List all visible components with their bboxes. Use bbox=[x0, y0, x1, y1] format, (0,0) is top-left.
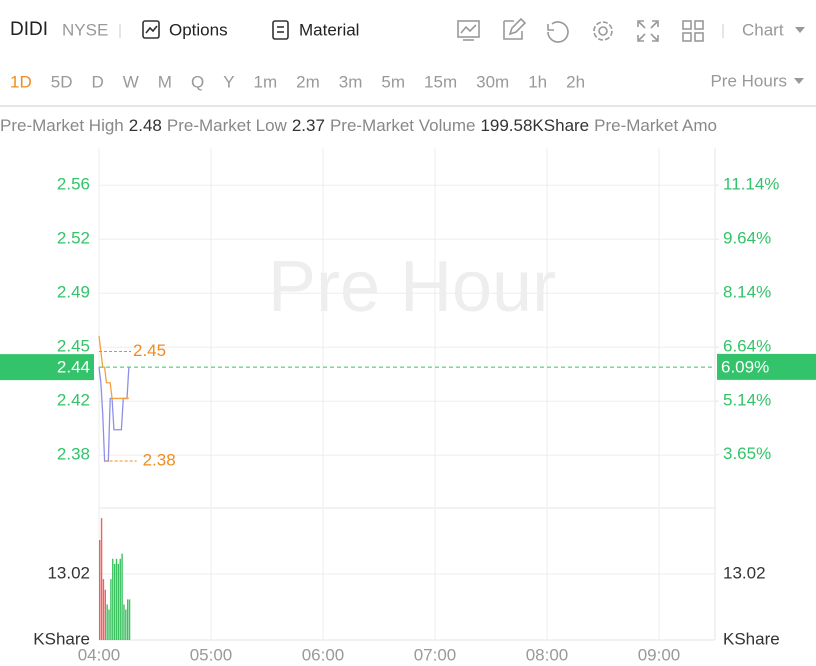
y2-tick-label: 5.14% bbox=[723, 391, 771, 410]
stat-label: Pre-Market High bbox=[0, 116, 124, 135]
session-menu[interactable]: Pre Hours bbox=[710, 71, 787, 90]
volume-bar bbox=[125, 609, 127, 640]
volume-bar bbox=[113, 563, 116, 640]
volume-unit: KShare bbox=[723, 629, 780, 648]
period-tab[interactable]: 1m bbox=[254, 72, 278, 91]
y2-tick-label: 8.14% bbox=[723, 283, 771, 302]
settings-icon[interactable] bbox=[593, 21, 613, 41]
y2-tick-label: 11.14% bbox=[723, 175, 779, 194]
stat-value: 2.48 bbox=[129, 116, 162, 135]
volume-bar bbox=[110, 579, 112, 640]
x-tick-label: 04:00 bbox=[78, 645, 121, 664]
volume-bar bbox=[115, 558, 118, 640]
y2-tick-label: 3.65% bbox=[723, 444, 771, 463]
last-price: 2.44 bbox=[57, 358, 90, 377]
dropdown-arrow bbox=[794, 78, 804, 84]
x-tick-label: 05:00 bbox=[190, 645, 233, 664]
period-tab[interactable]: 30m bbox=[476, 72, 509, 91]
volume-bar bbox=[123, 604, 125, 640]
chart-menu[interactable]: Chart bbox=[742, 20, 784, 39]
last-change: 6.09% bbox=[721, 357, 769, 376]
stats-row: Pre-Market High 2.48 Pre-Market Low 2.37 Pre… bbox=[0, 116, 717, 135]
period-tab[interactable]: 2m bbox=[296, 72, 320, 91]
stat-value: 199.58KShare bbox=[480, 116, 589, 135]
volume-bar bbox=[127, 599, 129, 640]
material-tab[interactable]: Material bbox=[299, 20, 359, 39]
volume-bar bbox=[119, 558, 121, 640]
period-tab[interactable]: W bbox=[123, 72, 139, 91]
y-tick-label: 2.45 bbox=[57, 337, 90, 356]
stat-label: Pre-Market Amo bbox=[594, 116, 717, 135]
volume-bar bbox=[99, 539, 101, 640]
period-tab[interactable]: M bbox=[158, 72, 172, 91]
period-tab[interactable]: 3m bbox=[339, 72, 363, 91]
fullscreen-icon[interactable] bbox=[637, 20, 659, 42]
period-tab[interactable]: D bbox=[91, 72, 103, 91]
y-tick-label: 2.52 bbox=[57, 229, 90, 248]
volume-bar bbox=[100, 518, 103, 640]
volume-bar bbox=[112, 558, 114, 640]
y-tick-label: 2.38 bbox=[57, 445, 90, 464]
symbol: DIDI bbox=[10, 19, 48, 40]
last-price-tag bbox=[0, 354, 94, 381]
stat-value: 2.37 bbox=[292, 116, 325, 135]
y-tick-label: 2.42 bbox=[57, 391, 90, 410]
volume-tick-label: 13.02 bbox=[723, 563, 766, 582]
x-tick-label: 06:00 bbox=[302, 645, 345, 664]
volume-bar bbox=[106, 604, 108, 640]
volume-tick-label: 13.02 bbox=[47, 563, 90, 582]
x-tick-label: 08:00 bbox=[526, 645, 569, 664]
y-tick-label: 2.56 bbox=[57, 175, 90, 194]
volume-bar bbox=[117, 563, 120, 640]
volume-bar bbox=[102, 579, 105, 640]
volume-bar bbox=[128, 599, 131, 640]
price-line bbox=[98, 367, 130, 462]
marker-label: 2.45 bbox=[133, 341, 166, 360]
period-tab[interactable]: Y bbox=[223, 72, 234, 91]
volume-bar bbox=[104, 589, 106, 640]
y2-tick-label: 9.64% bbox=[723, 229, 771, 248]
x-tick-label: 09:00 bbox=[638, 645, 681, 664]
volume-unit: KShare bbox=[33, 629, 90, 648]
reset-icon[interactable] bbox=[547, 21, 569, 43]
period-tab[interactable]: 5m bbox=[381, 72, 405, 91]
period-tab[interactable]: 1D bbox=[10, 72, 32, 91]
layout-icon[interactable] bbox=[682, 20, 704, 42]
period-tab[interactable]: 2h bbox=[566, 72, 585, 91]
y2-tick-label: 6.64% bbox=[723, 337, 771, 356]
draw-icon[interactable] bbox=[503, 17, 527, 40]
period-tab[interactable]: 5D bbox=[51, 72, 73, 91]
x-tick-label: 07:00 bbox=[414, 645, 457, 664]
last-change-tag bbox=[717, 353, 816, 380]
options-tab[interactable]: Options bbox=[169, 20, 228, 39]
watermark: Pre Hour bbox=[268, 247, 556, 327]
period-tab[interactable]: 15m bbox=[424, 72, 457, 91]
volume-bar bbox=[121, 553, 123, 640]
stat-label: Pre-Market Volume bbox=[330, 116, 476, 135]
marker-label: 2.38 bbox=[143, 451, 176, 470]
stat-label: Pre-Market Low bbox=[167, 116, 288, 135]
period-tab[interactable]: 1h bbox=[528, 72, 547, 91]
period-tab[interactable]: Q bbox=[191, 72, 204, 91]
material-icon[interactable] bbox=[272, 20, 289, 40]
price-line bbox=[98, 335, 129, 400]
dropdown-arrow bbox=[795, 27, 805, 33]
options-icon[interactable] bbox=[142, 20, 160, 39]
indicator-icon[interactable] bbox=[457, 20, 480, 41]
volume-bar bbox=[108, 609, 110, 640]
exchange: NYSE bbox=[62, 20, 108, 39]
y-tick-label: 2.49 bbox=[57, 283, 90, 302]
